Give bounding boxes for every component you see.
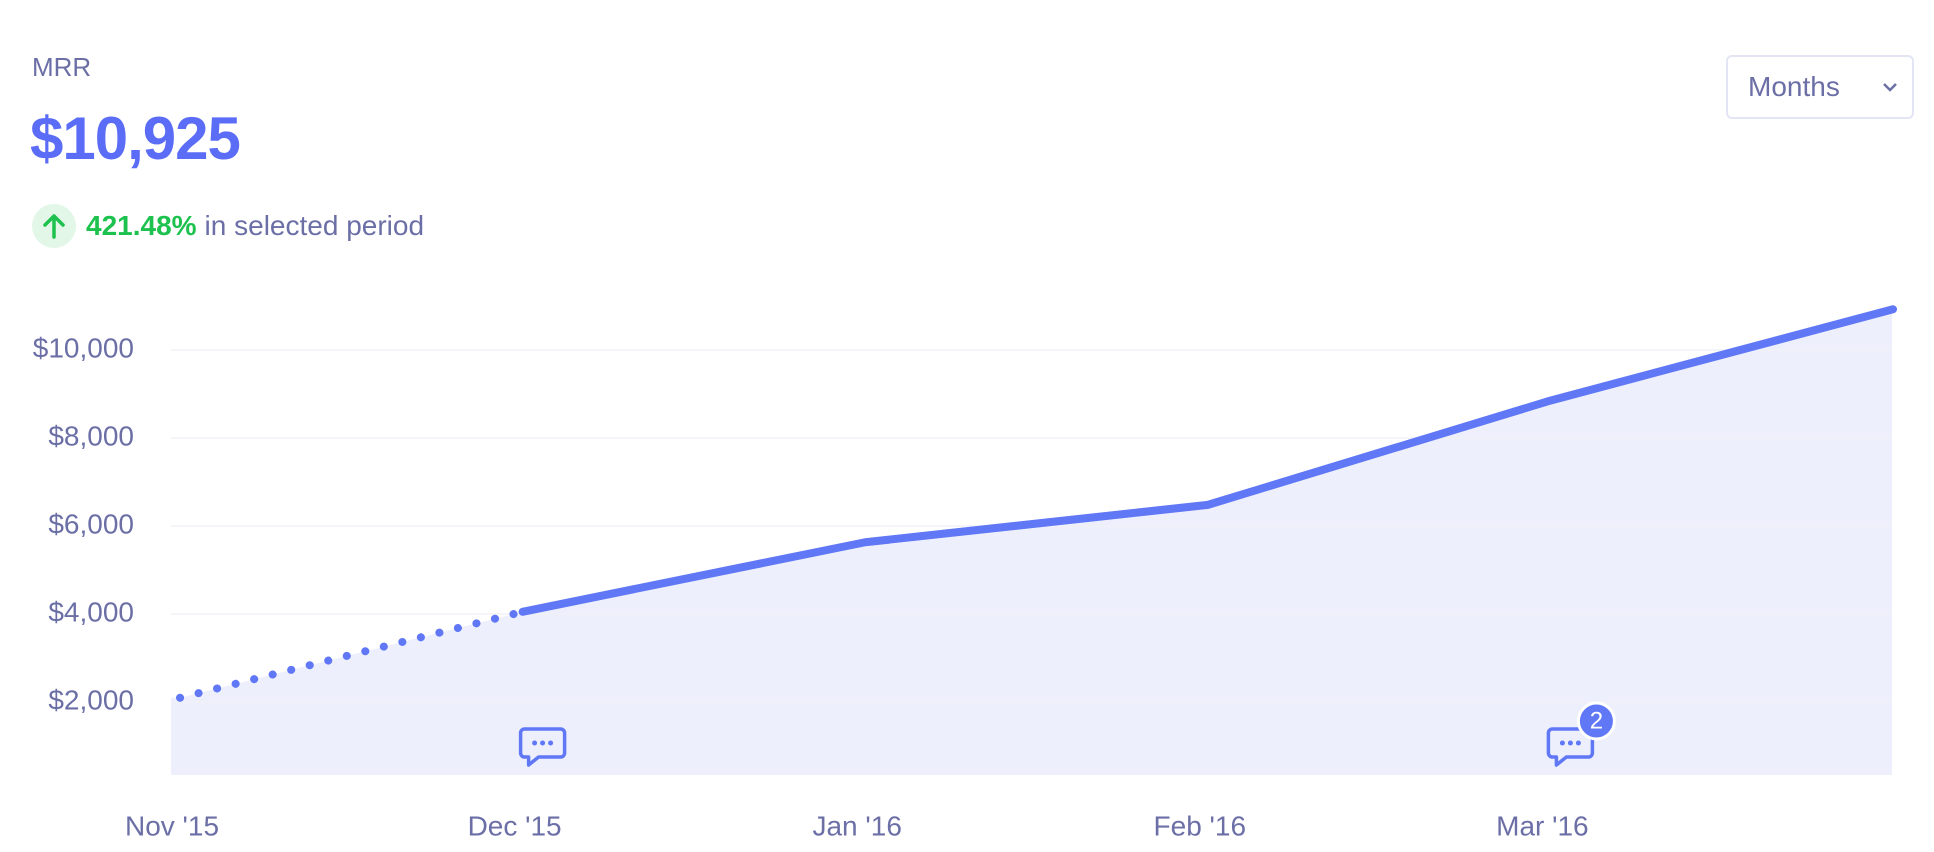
comment-bubble [518,727,567,767]
line [518,305,1897,616]
metric-value: $10,925 [30,105,241,172]
comment-dot [1575,740,1581,746]
comment-dot [548,740,554,746]
y-tick-label: $6,000 [48,508,134,539]
x-tick-label: Nov '15 [125,810,219,841]
comment-dot [1567,740,1573,746]
comment-count: 2 [1590,707,1603,734]
comment-dot [540,740,546,746]
change-text: in selected period [204,210,425,241]
comment-dot [532,740,538,746]
change-percent: 421.48% [86,210,197,241]
y-tick-label: $2,000 [48,684,134,715]
period-select[interactable]: Months [1726,55,1914,119]
period-label: Months [1748,71,1840,102]
x-tick-label: Feb '16 [1154,810,1247,841]
metric-label: MRR [32,52,92,82]
comment-dot [1559,740,1565,746]
comment-icon: 2 [1546,701,1616,767]
comment-icon [518,727,567,767]
y-tick-label: $4,000 [48,596,134,627]
y-tick-label: $10,000 [33,332,134,363]
comment-badge [1576,701,1616,741]
x-tick-label: Mar '16 [1496,810,1589,841]
line-dashed [176,607,527,702]
y-tick-label: $8,000 [48,420,134,451]
x-tick-label: Jan '16 [812,810,901,841]
up-arrow [32,204,76,248]
area [171,309,1893,775]
x-tick-label: Dec '15 [468,810,562,841]
change-row: 421.48% in selected period [32,204,424,248]
